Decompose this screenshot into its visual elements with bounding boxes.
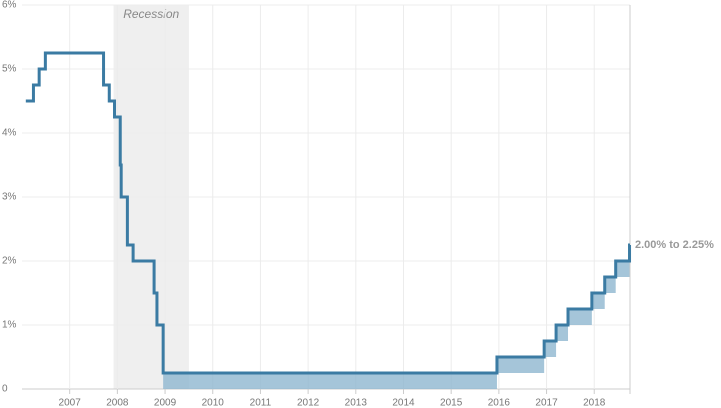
x-tick-label: 2015 [440,398,463,408]
y-tick-label: 0 [2,384,8,395]
x-tick-label: 2008 [106,398,129,408]
y-tick-label: 6% [2,0,17,11]
recession-label: Recession [123,7,179,21]
range-band [163,245,630,389]
end-annotation: 2.00% to 2.25% [635,239,714,251]
y-tick-label: 1% [2,320,17,331]
x-tick-label: 2018 [583,398,606,408]
x-tick-label: 2012 [297,398,320,408]
x-tick-label: 2007 [59,398,82,408]
x-tick-label: 2016 [488,398,511,408]
x-tick-label: 2017 [535,398,558,408]
x-tick-label: 2013 [345,398,368,408]
x-tick-label: 2011 [250,398,272,408]
y-tick-label: 5% [2,64,17,75]
y-tick-label: 2% [2,256,17,267]
x-tick-label: 2009 [154,398,177,408]
y-tick-label: 4% [2,128,17,139]
y-tick-label: 3% [2,192,17,203]
x-tick-label: 2014 [392,398,415,408]
x-tick-label: 2010 [202,398,225,408]
rate-line [25,51,632,375]
